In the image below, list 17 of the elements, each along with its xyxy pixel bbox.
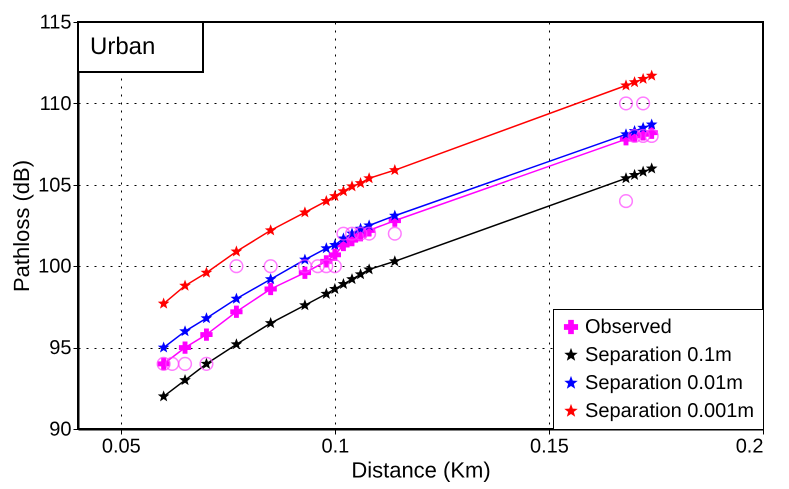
x-tick-label: 0.15 <box>530 436 569 458</box>
y-tick-label: 95 <box>49 337 72 360</box>
y-tick-label: 115 <box>40 12 72 34</box>
legend-label: Separation 0.001m <box>585 400 754 422</box>
x-axis-title: Distance (Km) <box>351 458 491 482</box>
y-tick-label: 110 <box>40 92 72 115</box>
legend-label: Separation 0.01m <box>585 372 743 394</box>
x-tick-label: 0.1 <box>321 436 350 458</box>
y-tick-label: 90 <box>49 418 72 440</box>
y-tick-label: 105 <box>38 174 72 196</box>
y-tick-label: 100 <box>38 256 72 278</box>
x-tick-label: 0.05 <box>102 436 141 458</box>
annotation: Urban <box>90 33 156 60</box>
legend-label: Observed <box>585 316 672 338</box>
y-axis-title: Pathloss (dB) <box>9 160 34 292</box>
x-tick-label: 0.2 <box>736 436 764 458</box>
legend-label: Separation 0.1m <box>585 344 732 366</box>
